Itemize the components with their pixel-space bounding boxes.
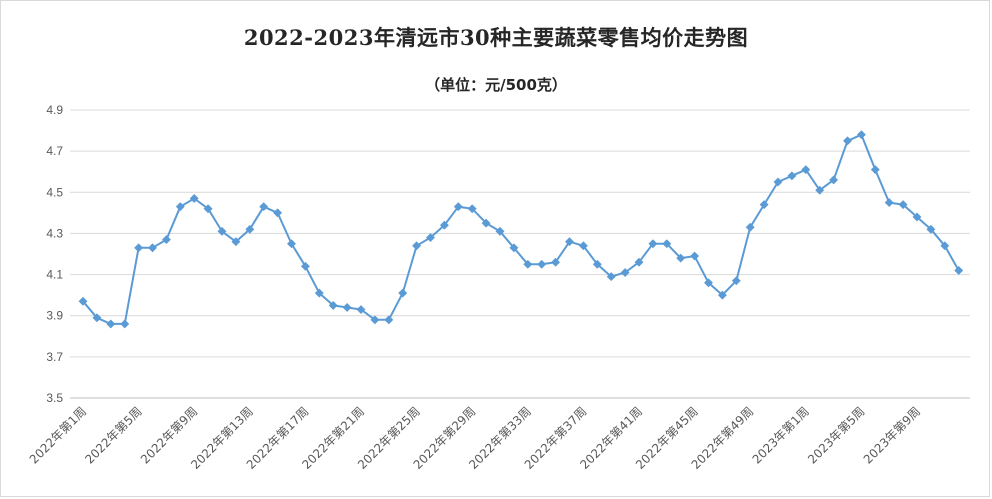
data-point bbox=[662, 239, 672, 249]
data-point bbox=[787, 171, 797, 181]
data-point bbox=[551, 257, 561, 267]
data-point bbox=[509, 243, 519, 253]
data-point bbox=[703, 278, 714, 288]
y-tick-label: 3.5 bbox=[46, 391, 63, 405]
data-point bbox=[439, 220, 449, 230]
data-point bbox=[286, 239, 297, 249]
data-point bbox=[481, 218, 491, 228]
y-tick-label: 3.9 bbox=[46, 309, 63, 323]
data-point bbox=[940, 241, 950, 251]
data-point bbox=[912, 212, 922, 222]
data-point bbox=[606, 272, 616, 282]
data-point bbox=[120, 319, 130, 329]
data-point bbox=[717, 290, 727, 300]
x-tick-label: 2023年第9周 bbox=[861, 404, 923, 466]
data-point bbox=[203, 204, 213, 214]
data-point bbox=[384, 315, 394, 325]
data-point bbox=[398, 288, 408, 298]
series-line bbox=[82, 133, 960, 325]
x-tick-label: 2022年第5周 bbox=[82, 404, 144, 466]
data-point bbox=[412, 241, 422, 251]
data-point bbox=[300, 261, 310, 271]
data-point bbox=[217, 226, 227, 236]
data-point bbox=[231, 237, 241, 247]
data-point bbox=[773, 177, 783, 187]
series-markers bbox=[78, 130, 964, 329]
data-point bbox=[523, 259, 533, 269]
data-point bbox=[78, 296, 88, 306]
data-point bbox=[898, 200, 908, 210]
data-point bbox=[926, 224, 936, 234]
data-point bbox=[314, 288, 324, 298]
data-point bbox=[690, 251, 700, 261]
data-point bbox=[453, 202, 463, 212]
data-point bbox=[467, 204, 477, 214]
data-point bbox=[634, 257, 644, 267]
y-tick-label: 3.7 bbox=[46, 350, 63, 364]
data-point bbox=[425, 232, 436, 243]
data-point bbox=[856, 130, 866, 140]
data-point bbox=[620, 267, 630, 278]
data-point bbox=[370, 315, 380, 325]
y-tick-label: 4.1 bbox=[46, 268, 63, 282]
data-point bbox=[745, 222, 755, 232]
data-point bbox=[356, 304, 366, 315]
chart-title: 2022-2023年清远市30种主要蔬菜零售均价走势图 bbox=[243, 25, 749, 50]
data-point bbox=[134, 243, 144, 253]
data-point bbox=[328, 300, 338, 310]
y-tick-label: 4.3 bbox=[46, 226, 63, 240]
data-point bbox=[870, 165, 880, 175]
data-point bbox=[564, 237, 575, 247]
data-point bbox=[259, 202, 269, 212]
data-point bbox=[537, 259, 547, 269]
data-point bbox=[147, 243, 158, 253]
data-point bbox=[92, 313, 102, 323]
data-point bbox=[648, 239, 658, 249]
data-point bbox=[495, 226, 505, 236]
data-point bbox=[759, 200, 769, 210]
data-point bbox=[161, 235, 171, 245]
y-tick-label: 4.9 bbox=[46, 103, 63, 117]
data-point bbox=[273, 208, 283, 218]
x-tick-label: 2023年第1周 bbox=[750, 404, 812, 466]
y-tick-label: 4.7 bbox=[46, 144, 63, 158]
x-tick-label: 2022年第1周 bbox=[27, 404, 89, 466]
data-point bbox=[842, 136, 853, 146]
data-point bbox=[801, 165, 811, 175]
data-point bbox=[676, 253, 686, 263]
x-axis-ticks: 2022年第1周2022年第5周2022年第9周2022年第13周2022年第1… bbox=[27, 404, 923, 472]
data-point bbox=[175, 202, 185, 212]
data-point bbox=[815, 185, 825, 195]
x-tick-label: 2023年第5周 bbox=[805, 404, 867, 466]
y-tick-label: 4.5 bbox=[46, 185, 63, 199]
data-point bbox=[189, 193, 199, 204]
x-tick-label: 2022年第9周 bbox=[138, 404, 200, 466]
data-point bbox=[884, 198, 894, 208]
y-axis-ticks: 3.5 3.7 3.9 4.1 4.3 4.5 4.7 4.9 bbox=[46, 103, 63, 405]
data-point bbox=[592, 259, 602, 269]
data-point bbox=[106, 319, 116, 329]
data-point bbox=[731, 276, 741, 286]
data-point bbox=[578, 241, 588, 251]
chart-subtitle: （单位：元/500克） bbox=[425, 76, 567, 94]
data-point bbox=[245, 224, 255, 234]
data-point bbox=[342, 302, 352, 313]
data-point bbox=[829, 175, 839, 185]
data-point bbox=[954, 265, 964, 276]
